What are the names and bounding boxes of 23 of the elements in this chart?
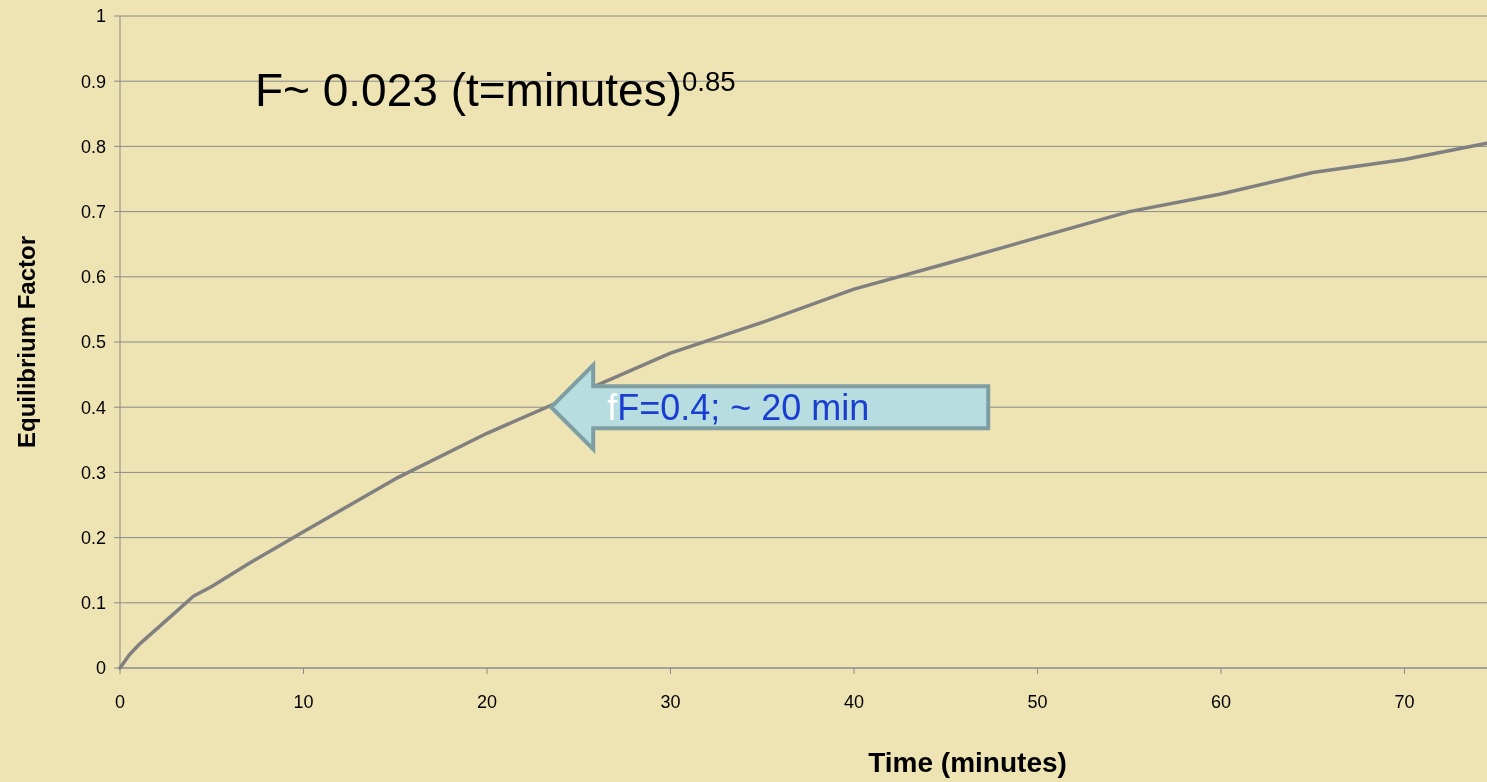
- y-tick-label: 1: [95, 6, 106, 27]
- y-tick-label: 0.4: [80, 397, 106, 418]
- y-tick-label: 0.5: [80, 332, 106, 353]
- x-tick-label: 0: [114, 692, 126, 712]
- y-tick-label: 0.1: [80, 593, 106, 614]
- x-tick-label: 50: [1027, 692, 1048, 712]
- y-tick-label: 0: [95, 658, 106, 679]
- y-axis-title: Equilibrium Factor: [13, 235, 40, 449]
- y-tick-label: 0.3: [80, 462, 106, 483]
- x-tick-label: 30: [660, 692, 681, 712]
- x-tick-label: 70: [1394, 692, 1415, 712]
- y-tick-label: 0.2: [80, 527, 106, 548]
- x-tick-label: 40: [843, 692, 864, 712]
- x-axis-title: Time (minutes): [868, 747, 1067, 778]
- annotation: F~ 0.023 (t=minutes)$^{0.85}$: [255, 64, 736, 116]
- y-tick-label: 0.8: [80, 136, 106, 157]
- x-tick-label: 20: [476, 692, 497, 712]
- x-tick-label: 60: [1210, 692, 1231, 712]
- y-tick-label: 0.6: [80, 267, 106, 288]
- y-tick-label: 0.7: [80, 201, 106, 222]
- x-tick-label: 10: [293, 692, 314, 712]
- y-tick-label: 0.9: [80, 71, 106, 92]
- annotation: fF=0.4; ~ 20 min: [607, 387, 870, 429]
